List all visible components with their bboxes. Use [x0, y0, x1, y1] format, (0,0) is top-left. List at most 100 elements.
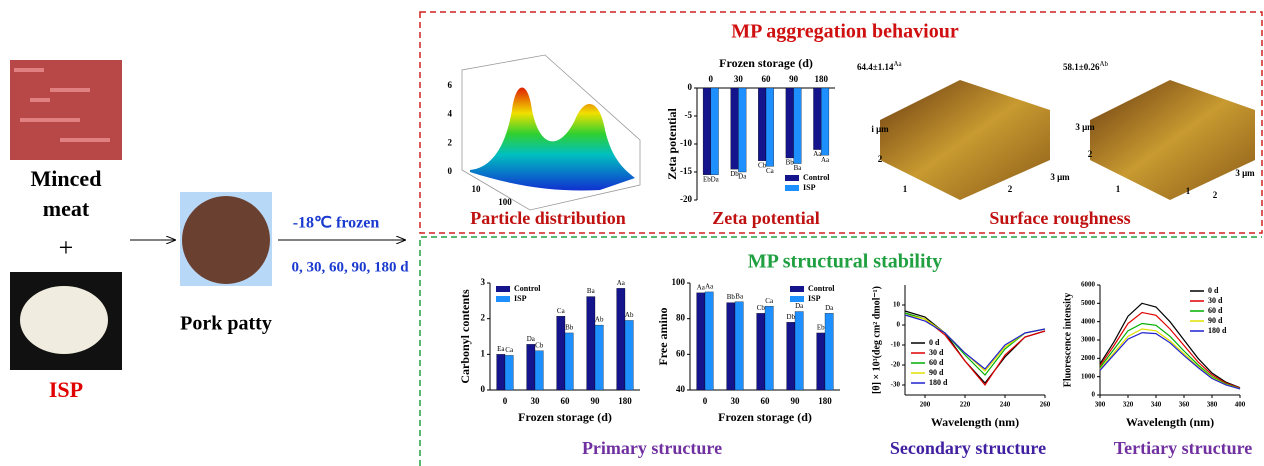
y-axis-label: [θ] × 10³(deg cm² dmol⁻¹)	[871, 286, 882, 394]
x-tick-label: 0	[709, 74, 714, 84]
bar	[616, 288, 626, 391]
y-tick-label: 6000	[1081, 281, 1096, 289]
afm-axis-label: 1	[1186, 186, 1191, 196]
bar-label: Ea	[497, 345, 505, 353]
z-tick-label: 6	[448, 80, 453, 90]
legend-swatch	[790, 286, 804, 292]
x-tick-label: 260	[1040, 401, 1051, 409]
x-tick-label: 0	[703, 396, 708, 406]
z-tick-label: 0	[448, 166, 453, 176]
bar	[586, 296, 596, 391]
legend-label: 90 d	[1208, 316, 1223, 325]
y-tick-label: 2	[481, 313, 486, 323]
x-tick-label: 180	[618, 396, 632, 406]
legend-swatch	[496, 296, 510, 302]
legend-label: Control	[514, 284, 541, 293]
legend-label: 30 d	[929, 348, 944, 357]
bar	[794, 311, 804, 391]
afm-axis-label: 2	[1008, 184, 1013, 194]
caption: Particle distribution	[470, 208, 626, 228]
y-axis-label: Fluorescence intensity	[1062, 293, 1073, 388]
legend-swatch	[785, 185, 799, 191]
y-tick-label: 3	[481, 277, 486, 287]
bar-label: Aa	[617, 279, 626, 287]
y-tick-label: 1	[481, 348, 486, 358]
legend-label: 90 d	[929, 368, 944, 377]
bar-label: Aa	[697, 283, 706, 291]
bar-label: Da	[738, 173, 747, 181]
x-tick-label: 90	[591, 396, 601, 406]
bar-label: Ba	[794, 164, 803, 172]
legend-swatch	[785, 175, 799, 181]
z-tick-label: 2	[448, 137, 453, 147]
bar	[496, 354, 506, 391]
treatment: -18℃ frozen	[293, 215, 380, 232]
bar	[764, 306, 774, 391]
plus: +	[59, 233, 74, 262]
x-tick-label: 30	[734, 74, 744, 84]
y-tick-label: 80	[676, 313, 686, 323]
bar	[756, 313, 766, 391]
series-line	[1099, 328, 1241, 390]
y-tick-label: 60	[676, 348, 686, 358]
afm-axis-label: 2	[1088, 149, 1093, 159]
bar	[730, 87, 739, 170]
letters: Aa	[893, 60, 902, 68]
bar-label: Da	[825, 304, 834, 312]
series-line	[1099, 332, 1241, 390]
y-tick-label: -10	[680, 138, 692, 148]
letters: Ab	[1099, 60, 1108, 68]
caption: Zeta potential	[712, 208, 820, 228]
bar-label: Ca	[765, 297, 774, 305]
bar	[786, 322, 796, 391]
chart-title: Frozen storage (d)	[719, 56, 813, 70]
y-tick-label: -5	[685, 110, 693, 120]
bar-label: Da	[527, 335, 536, 343]
x-tick-label: 300	[1095, 401, 1106, 409]
x-tick-label: 30	[731, 396, 741, 406]
series-line	[904, 314, 1046, 370]
afm-axis-label: 3 μm	[1235, 168, 1255, 178]
legend-label: ISP	[808, 294, 821, 303]
x-tick-label: 180	[814, 74, 828, 84]
afm-axis-label: i μm	[871, 124, 889, 134]
bar-label: Ca	[766, 167, 775, 175]
section-title: MP structural stability	[748, 251, 942, 273]
afm-axis-label: 2	[878, 154, 883, 164]
bar	[696, 292, 706, 391]
caption: Tertiary structure	[1114, 438, 1252, 458]
bar	[526, 344, 536, 391]
plot-frame	[461, 54, 641, 211]
caption: Surface roughness	[989, 208, 1130, 228]
roughness-value: 58.1±0.26Ab	[1063, 60, 1109, 72]
y-tick-label: 5000	[1081, 299, 1096, 307]
legend-label: Control	[808, 284, 835, 293]
bar-label: Ab	[595, 316, 604, 324]
powder	[20, 286, 108, 354]
series-line	[1099, 302, 1241, 389]
bar	[734, 301, 744, 391]
y-tick-label: -15	[680, 166, 692, 176]
particle-surface	[470, 87, 635, 191]
bar	[702, 87, 711, 175]
y-tick-label: -20	[891, 361, 901, 369]
bar	[564, 332, 574, 391]
value: 64.4±1.14	[857, 62, 894, 72]
y-tick-label: 3000	[1081, 336, 1096, 344]
bar-label: Eb	[703, 175, 711, 183]
afm-axis-label: 2	[1213, 190, 1218, 200]
bar	[624, 320, 634, 391]
legend-label: 180 d	[929, 378, 948, 387]
afm-axis-label: 1	[903, 184, 908, 194]
y-axis-label: Free amino	[656, 307, 670, 365]
x-axis-label: Frozen storage (d)	[718, 410, 812, 424]
y-tick-label: 0	[1092, 391, 1096, 399]
bar	[594, 324, 604, 391]
bar	[785, 87, 794, 159]
bar-label: Da	[711, 175, 720, 183]
bar-label: Cb	[535, 341, 544, 349]
legend-label: 0 d	[1208, 286, 1219, 295]
y-axis-label: Carbonyl contents	[458, 289, 472, 384]
bar	[813, 87, 822, 150]
